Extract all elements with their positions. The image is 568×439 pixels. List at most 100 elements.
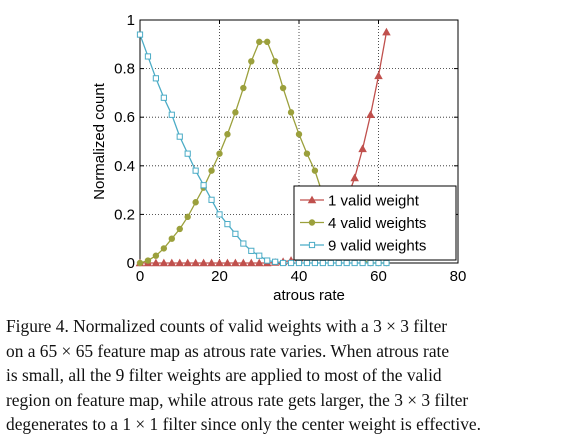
data-point xyxy=(160,94,167,101)
data-point xyxy=(248,247,255,254)
caption-line: Figure 4. Normalized counts of valid wei… xyxy=(6,316,448,336)
data-point xyxy=(231,258,240,267)
data-point xyxy=(207,258,216,267)
data-point xyxy=(327,259,334,267)
data-point xyxy=(216,211,223,218)
legend-marker xyxy=(308,219,316,226)
data-point xyxy=(136,31,144,38)
data-point xyxy=(200,182,207,189)
data-point xyxy=(152,75,160,82)
data-point xyxy=(319,259,326,267)
caption-line: region on feature map, while atrous rate… xyxy=(6,389,469,410)
y-tick-label: 0.4 xyxy=(114,158,135,175)
data-point xyxy=(335,259,342,267)
y-tick-label: 0 xyxy=(127,255,135,272)
data-point xyxy=(295,131,303,138)
data-point xyxy=(215,258,224,267)
x-axis-label: atrous rate xyxy=(273,287,345,300)
data-point xyxy=(168,111,175,118)
data-point xyxy=(232,230,239,237)
data-point xyxy=(224,131,231,138)
y-axis-label: Normalized count xyxy=(91,82,108,200)
data-point xyxy=(287,259,295,267)
legend-label: 4 valid weights xyxy=(328,215,426,232)
axes: 0 20 40 60 80 0 0.2 0.4 0.6 0.8 1 atrous rate Normal… xyxy=(91,12,466,300)
data-point xyxy=(216,150,223,157)
data-point xyxy=(232,109,239,116)
y-tick-label: 0.8 xyxy=(114,61,135,78)
data-point xyxy=(160,245,168,252)
data-point xyxy=(184,150,191,157)
data-point xyxy=(256,38,263,46)
data-point xyxy=(136,259,144,267)
data-point xyxy=(175,258,185,267)
data-point xyxy=(295,259,303,267)
data-point xyxy=(280,259,287,267)
data-point xyxy=(183,258,192,267)
x-tick-label: 20 xyxy=(211,268,228,285)
data-point xyxy=(358,144,367,153)
data-point xyxy=(382,27,391,36)
data-point xyxy=(191,258,200,267)
data-point xyxy=(192,167,199,174)
data-point xyxy=(247,258,256,267)
data-point xyxy=(375,259,382,267)
data-point xyxy=(383,259,390,267)
data-point xyxy=(208,196,215,203)
data-point xyxy=(271,58,279,65)
data-point xyxy=(159,258,169,267)
y-tick-label: 0.6 xyxy=(114,109,135,126)
x-tick-label: 60 xyxy=(370,268,387,285)
data-point xyxy=(248,58,255,65)
data-point xyxy=(240,84,247,92)
data-point xyxy=(264,38,271,46)
data-point xyxy=(224,221,231,228)
data-point xyxy=(272,258,279,265)
x-tick-label: 40 xyxy=(291,268,308,285)
legend-label: 9 valid weights xyxy=(328,238,426,255)
line-chart: 0 20 40 60 80 0 0.2 0.4 0.6 0.8 1 atrous rate Normal… xyxy=(91,12,466,300)
data-point xyxy=(144,257,152,264)
data-point xyxy=(366,110,375,119)
data-point xyxy=(184,213,191,221)
data-point xyxy=(350,173,359,182)
data-point xyxy=(343,259,350,267)
data-point xyxy=(152,252,160,259)
x-tick-label: 80 xyxy=(450,268,467,285)
data-point xyxy=(223,258,232,267)
data-point xyxy=(311,259,318,267)
data-point xyxy=(176,133,183,140)
data-point xyxy=(192,199,199,206)
figure-caption: Figure 4. Normalized counts of valid wei… xyxy=(6,314,562,437)
data-point xyxy=(311,167,319,174)
data-point xyxy=(279,84,287,92)
data-point xyxy=(303,259,311,267)
legend-label: 1 valid weight xyxy=(328,193,420,210)
data-point xyxy=(168,235,175,242)
y-tick-label: 1 xyxy=(127,12,135,29)
data-point xyxy=(240,240,247,247)
legend-marker xyxy=(307,195,317,204)
data-point xyxy=(374,71,383,80)
data-point xyxy=(151,258,161,267)
data-point xyxy=(254,258,264,267)
legend: 1 valid weight 4 valid weights 9 valid wei… xyxy=(293,185,457,261)
data-point xyxy=(264,257,271,264)
data-point xyxy=(208,167,215,174)
data-point xyxy=(144,53,152,60)
x-tick-label: 0 xyxy=(136,268,144,285)
caption-line: on a 65 × 65 feature map as atrous rate … xyxy=(6,340,450,361)
legend-marker xyxy=(308,241,316,249)
data-point xyxy=(359,259,366,267)
data-point xyxy=(176,225,183,233)
data-point xyxy=(351,259,358,267)
data-point xyxy=(303,150,311,157)
y-tick-label: 0.2 xyxy=(114,206,135,223)
data-point xyxy=(167,258,177,267)
caption-line: degenerates to a 1 × 1 filter since only… xyxy=(6,414,481,434)
data-point xyxy=(199,258,208,267)
caption-line: is small, all the 9 filter weights are a… xyxy=(6,365,442,385)
data-point xyxy=(256,252,263,259)
data-point xyxy=(239,258,248,267)
data-point xyxy=(367,259,374,267)
